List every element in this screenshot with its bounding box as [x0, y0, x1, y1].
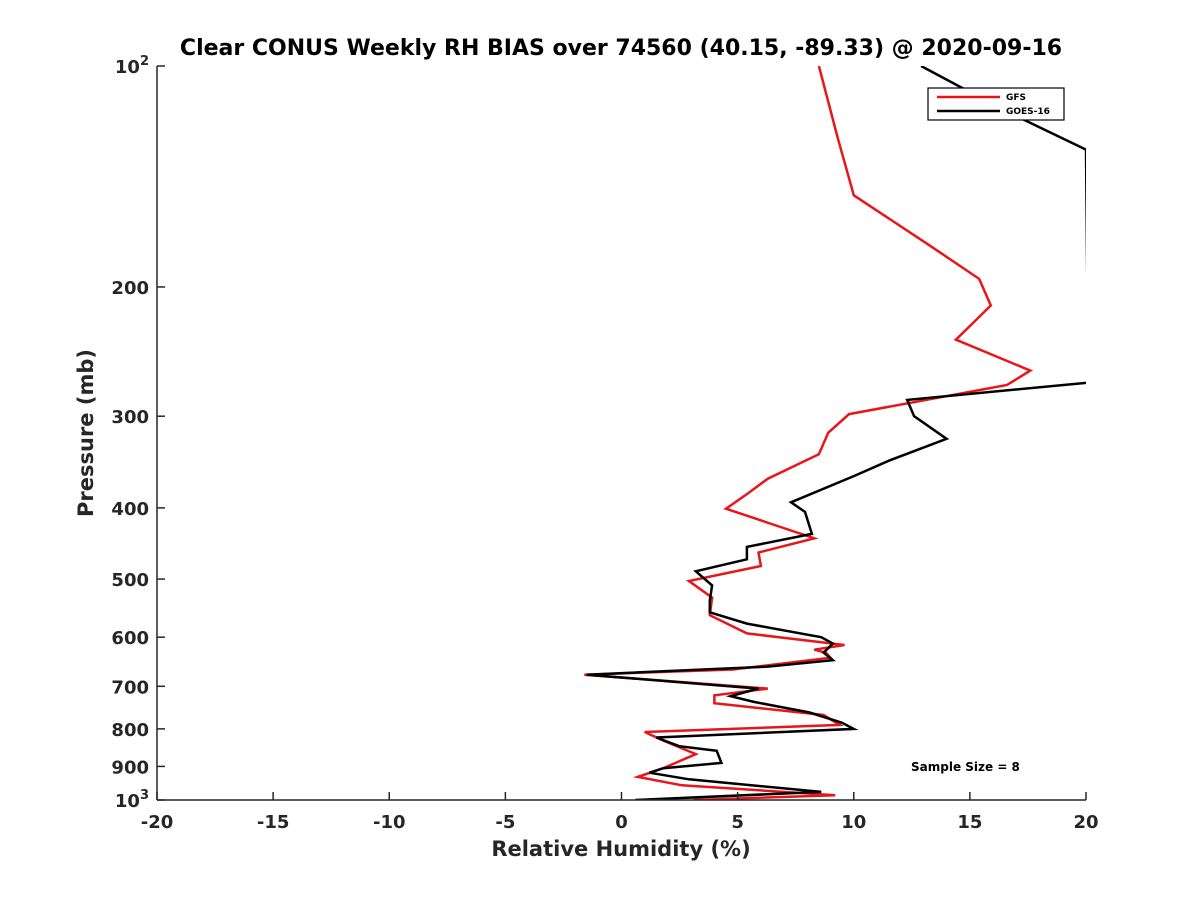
series-line-goes-16 — [586, 66, 1086, 800]
y-tick-label: 200 — [111, 278, 149, 299]
y-tick-label: 500 — [111, 570, 149, 591]
legend-label-goes16: GOES-16 — [1006, 107, 1050, 117]
x-axis-label: Relative Humidity (%) — [491, 837, 750, 861]
sample-size-annotation: Sample Size = 8 — [911, 760, 1020, 774]
legend-box — [927, 87, 1065, 121]
y-tick-label: 800 — [111, 720, 149, 741]
y-tick-label: 102 — [115, 54, 149, 78]
y-tick-label: 700 — [111, 677, 149, 698]
y-tick-label: 300 — [111, 407, 149, 428]
y-ticks: 102 200 300 400 500 600 700 800 900 103 — [111, 54, 165, 812]
y-axis-label: Pressure (mb) — [74, 349, 98, 517]
x-tick-label: -10 — [373, 812, 406, 833]
chart-title: Clear CONUS Weekly RH BIAS over 74560 (4… — [180, 36, 1062, 61]
x-tick-label: 20 — [1073, 812, 1098, 833]
x-tick-label: 15 — [957, 812, 982, 833]
legend: GFS GOES-16 — [927, 87, 1065, 121]
x-tick-label: 0 — [615, 812, 628, 833]
x-tick-label: 5 — [731, 812, 744, 833]
plot-area — [157, 66, 1086, 800]
y-tick-label: 103 — [115, 788, 149, 812]
series-layer — [584, 66, 1086, 800]
x-tick-label: -20 — [141, 812, 174, 833]
x-ticks: -20 -15 -10 -5 0 5 10 15 20 — [141, 792, 1099, 833]
y-tick-label: 600 — [111, 628, 149, 649]
y-tick-label: 900 — [111, 757, 149, 778]
y-tick-label: 400 — [111, 499, 149, 520]
x-tick-label: -5 — [495, 812, 515, 833]
x-tick-label: 10 — [841, 812, 866, 833]
x-tick-label: -15 — [257, 812, 290, 833]
legend-label-gfs: GFS — [1006, 93, 1026, 103]
